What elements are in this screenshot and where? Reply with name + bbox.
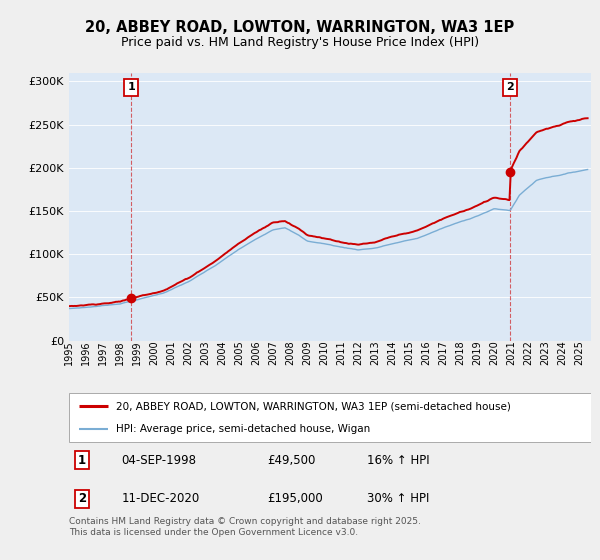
- Text: 2016: 2016: [421, 340, 431, 365]
- Text: 1998: 1998: [115, 340, 125, 365]
- Text: £195,000: £195,000: [268, 492, 323, 506]
- Text: 20, ABBEY ROAD, LOWTON, WARRINGTON, WA3 1EP (semi-detached house): 20, ABBEY ROAD, LOWTON, WARRINGTON, WA3 …: [116, 402, 511, 412]
- Text: 2021: 2021: [506, 340, 516, 365]
- Text: 2007: 2007: [268, 340, 278, 365]
- Text: 1999: 1999: [132, 340, 142, 365]
- Text: 2011: 2011: [336, 340, 346, 365]
- Text: 2002: 2002: [183, 340, 193, 365]
- Text: £49,500: £49,500: [268, 454, 316, 466]
- Text: 30% ↑ HPI: 30% ↑ HPI: [367, 492, 429, 506]
- FancyBboxPatch shape: [69, 393, 591, 442]
- Text: 1: 1: [128, 82, 135, 92]
- Text: 1: 1: [78, 454, 86, 466]
- Text: 2019: 2019: [472, 340, 482, 365]
- Text: 2017: 2017: [438, 340, 448, 365]
- Text: Contains HM Land Registry data © Crown copyright and database right 2025.
This d: Contains HM Land Registry data © Crown c…: [69, 517, 421, 537]
- Text: 2015: 2015: [404, 340, 414, 365]
- Text: 2008: 2008: [285, 340, 295, 365]
- Text: 2012: 2012: [353, 340, 363, 365]
- Text: 2013: 2013: [370, 340, 380, 365]
- Text: 2010: 2010: [319, 340, 329, 365]
- Text: 16% ↑ HPI: 16% ↑ HPI: [367, 454, 429, 466]
- Text: 04-SEP-1998: 04-SEP-1998: [121, 454, 196, 466]
- Text: 2001: 2001: [166, 340, 176, 365]
- Text: 2024: 2024: [557, 340, 567, 365]
- Text: 2018: 2018: [455, 340, 465, 365]
- Text: 20, ABBEY ROAD, LOWTON, WARRINGTON, WA3 1EP: 20, ABBEY ROAD, LOWTON, WARRINGTON, WA3 …: [85, 20, 515, 35]
- Text: 2020: 2020: [489, 340, 499, 365]
- Text: 1997: 1997: [98, 340, 108, 365]
- Text: 2004: 2004: [217, 340, 227, 365]
- Text: 11-DEC-2020: 11-DEC-2020: [121, 492, 199, 506]
- Text: 2: 2: [78, 492, 86, 506]
- Text: 2023: 2023: [540, 340, 550, 365]
- Text: 2022: 2022: [523, 340, 533, 365]
- Text: 2: 2: [506, 82, 514, 92]
- Text: 2025: 2025: [574, 340, 584, 365]
- Text: 2006: 2006: [251, 340, 261, 365]
- Text: Price paid vs. HM Land Registry's House Price Index (HPI): Price paid vs. HM Land Registry's House …: [121, 36, 479, 49]
- Text: 2003: 2003: [200, 340, 210, 365]
- Text: 2005: 2005: [234, 340, 244, 365]
- Text: 2014: 2014: [387, 340, 397, 365]
- Text: HPI: Average price, semi-detached house, Wigan: HPI: Average price, semi-detached house,…: [116, 424, 370, 434]
- Text: 2009: 2009: [302, 340, 312, 365]
- Text: 1995: 1995: [64, 340, 74, 365]
- Text: 2000: 2000: [149, 340, 159, 365]
- Text: 1996: 1996: [81, 340, 91, 365]
